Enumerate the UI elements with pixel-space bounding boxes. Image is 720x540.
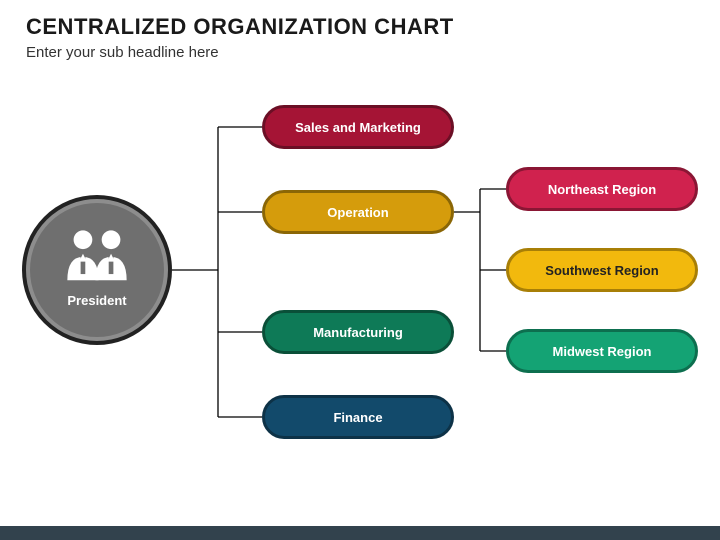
level2-pill: Northeast Region [506, 167, 698, 211]
slide: CENTRALIZED ORGANIZATION CHART Enter you… [0, 0, 720, 540]
footer-bar [0, 526, 720, 540]
root-node: President [22, 195, 172, 345]
level1-pill: Operation [262, 190, 454, 234]
people-icon [22, 225, 172, 286]
level1-pill: Manufacturing [262, 310, 454, 354]
level1-pill: Finance [262, 395, 454, 439]
level2-pill: Midwest Region [506, 329, 698, 373]
slide-subtitle: Enter your sub headline here [26, 44, 219, 61]
level1-pill: Sales and Marketing [262, 105, 454, 149]
level2-pill: Southwest Region [506, 248, 698, 292]
slide-title: CENTRALIZED ORGANIZATION CHART [26, 14, 454, 40]
root-label: President [22, 293, 172, 308]
